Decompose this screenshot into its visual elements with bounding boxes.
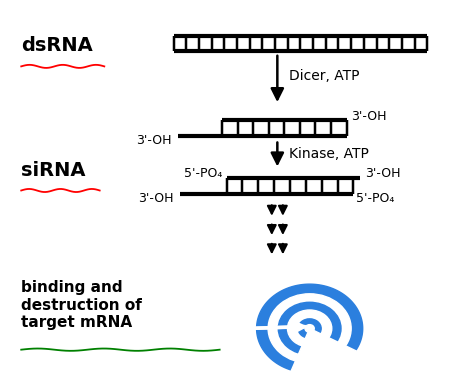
Text: Dicer, ATP: Dicer, ATP <box>289 69 360 83</box>
Polygon shape <box>286 328 369 386</box>
Text: 3'-OH: 3'-OH <box>136 134 171 147</box>
Circle shape <box>268 294 351 363</box>
Polygon shape <box>256 284 363 370</box>
Text: Kinase, ATP: Kinase, ATP <box>289 147 369 161</box>
Text: 3'-OH: 3'-OH <box>365 167 401 180</box>
Circle shape <box>298 319 321 338</box>
Circle shape <box>305 325 314 332</box>
Text: 5'-PO₄: 5'-PO₄ <box>184 167 222 180</box>
Text: siRNA: siRNA <box>21 161 86 180</box>
Text: dsRNA: dsRNA <box>21 36 93 55</box>
Circle shape <box>288 310 332 347</box>
Text: binding and
destruction of
target mRNA: binding and destruction of target mRNA <box>21 280 142 330</box>
Text: 5'-PO₄: 5'-PO₄ <box>356 192 394 205</box>
Circle shape <box>278 302 341 355</box>
Text: 3'-OH: 3'-OH <box>351 110 387 123</box>
Text: 3'-OH: 3'-OH <box>138 192 174 205</box>
